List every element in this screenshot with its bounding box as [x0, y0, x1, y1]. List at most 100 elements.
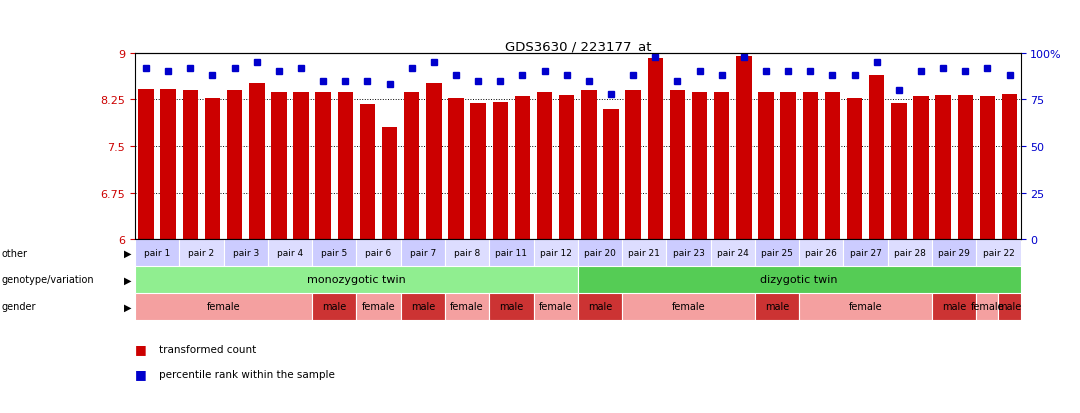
Text: ▶: ▶ [124, 248, 131, 258]
Bar [802, 93, 818, 240]
Bar [781, 93, 796, 240]
Bar [294, 93, 309, 240]
Text: male: male [588, 301, 612, 312]
Text: pair 4: pair 4 [276, 249, 303, 257]
Bar [489, 240, 534, 266]
Bar [692, 93, 707, 240]
Text: female: female [849, 301, 882, 312]
Bar [312, 293, 356, 320]
Bar [622, 293, 755, 320]
Bar [755, 240, 799, 266]
Text: pair 26: pair 26 [806, 249, 837, 257]
Bar [932, 240, 976, 266]
Bar [135, 293, 312, 320]
Text: male: male [322, 301, 347, 312]
Bar [625, 91, 640, 240]
Bar [356, 293, 401, 320]
Text: pair 22: pair 22 [983, 249, 1014, 257]
Text: ■: ■ [135, 367, 147, 380]
Bar [581, 91, 596, 240]
Text: pair 5: pair 5 [321, 249, 348, 257]
Bar [445, 240, 489, 266]
Text: pair 11: pair 11 [496, 249, 527, 257]
Bar [271, 93, 286, 240]
Bar [648, 59, 663, 240]
Text: pair 23: pair 23 [673, 249, 704, 257]
Bar [976, 240, 1021, 266]
Bar [515, 97, 530, 240]
Bar [138, 90, 153, 240]
Bar [401, 240, 445, 266]
Text: female: female [672, 301, 705, 312]
Bar [847, 98, 862, 240]
Text: female: female [362, 301, 395, 312]
Bar [492, 102, 508, 240]
Text: pair 29: pair 29 [939, 249, 970, 257]
Bar [356, 240, 401, 266]
Text: dizygotic twin: dizygotic twin [760, 275, 838, 285]
Bar [714, 93, 729, 240]
Text: pair 8: pair 8 [454, 249, 481, 257]
Bar [559, 96, 575, 240]
Bar [183, 91, 198, 240]
Bar [758, 93, 773, 240]
Text: percentile rank within the sample: percentile rank within the sample [159, 369, 335, 379]
Bar [799, 240, 843, 266]
Text: gender: gender [1, 301, 36, 312]
Bar [445, 293, 489, 320]
Bar [799, 293, 932, 320]
Text: pair 24: pair 24 [717, 249, 748, 257]
Bar [489, 293, 534, 320]
Bar [268, 240, 312, 266]
Bar [249, 83, 265, 240]
Bar [622, 240, 666, 266]
Text: ▶: ▶ [124, 301, 131, 312]
Text: female: female [539, 301, 572, 312]
Text: male: male [942, 301, 967, 312]
Bar [888, 240, 932, 266]
Text: pair 1: pair 1 [144, 249, 171, 257]
Bar [999, 293, 1021, 320]
Text: ▶: ▶ [124, 275, 131, 285]
Bar [737, 57, 752, 240]
Text: pair 27: pair 27 [850, 249, 881, 257]
Bar [537, 93, 552, 240]
Bar [135, 266, 578, 293]
Text: pair 28: pair 28 [894, 249, 926, 257]
Bar [578, 266, 1021, 293]
Text: pair 2: pair 2 [188, 249, 215, 257]
Bar [534, 240, 578, 266]
Bar [666, 240, 711, 266]
Text: transformed count: transformed count [159, 344, 256, 354]
Bar [401, 293, 445, 320]
Bar [670, 91, 685, 240]
Text: other: other [1, 248, 27, 258]
Bar [227, 91, 242, 240]
Bar [205, 98, 220, 240]
Bar [578, 293, 622, 320]
Text: pair 21: pair 21 [629, 249, 660, 257]
Bar [604, 109, 619, 240]
Text: pair 6: pair 6 [365, 249, 392, 257]
Bar [315, 93, 330, 240]
Bar [935, 96, 950, 240]
Bar [1002, 95, 1017, 240]
Text: monozygotic twin: monozygotic twin [307, 275, 406, 285]
Bar [312, 240, 356, 266]
Bar [382, 128, 397, 240]
Bar [980, 97, 995, 240]
Bar [161, 90, 176, 240]
Text: pair 3: pair 3 [232, 249, 259, 257]
Text: pair 12: pair 12 [540, 249, 571, 257]
Bar [448, 98, 463, 240]
Text: female: female [206, 301, 241, 312]
Bar [843, 240, 888, 266]
Text: pair 7: pair 7 [409, 249, 436, 257]
Text: male: male [499, 301, 524, 312]
Text: pair 25: pair 25 [761, 249, 793, 257]
Bar [914, 97, 929, 240]
Bar [360, 104, 375, 240]
Text: genotype/variation: genotype/variation [1, 275, 94, 285]
Bar [825, 93, 840, 240]
Bar [471, 104, 486, 240]
